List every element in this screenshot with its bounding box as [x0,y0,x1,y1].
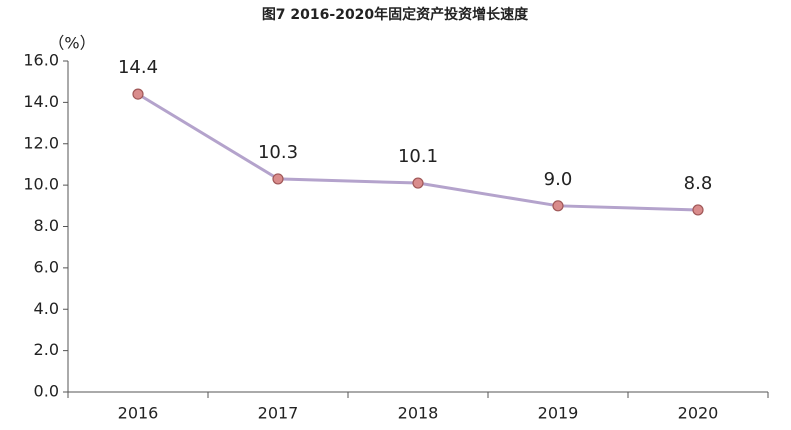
chart-title: 图7 2016-2020年固定资产投资增长速度 [262,6,529,23]
x-tick-label: 2020 [678,404,719,423]
value-label: 14.4 [118,57,158,78]
y-tick-label: 10.0 [23,175,59,194]
marker [692,204,704,216]
y-tick-label: 16.0 [23,51,59,70]
marker [552,200,564,212]
x-tick-label: 2017 [258,404,299,423]
y-tick-label: 4.0 [34,299,59,318]
value-label: 10.1 [398,146,438,167]
y-tick-label: 6.0 [34,257,59,276]
y-tick-label: 12.0 [23,133,59,152]
value-label: 8.8 [684,173,713,194]
y-axis-label: （%） [48,34,95,53]
marker [412,177,424,189]
y-tick-label: 0.0 [34,382,59,401]
y-tick-label: 14.0 [23,92,59,111]
marker [272,173,284,185]
value-label: 9.0 [544,169,573,190]
value-label: 10.3 [258,142,298,163]
marker [132,88,144,100]
x-tick-label: 2018 [398,404,439,423]
x-tick-label: 2019 [538,404,579,423]
x-tick-label: 2016 [118,404,159,423]
y-tick-label: 8.0 [34,216,59,235]
y-tick-label: 2.0 [34,340,59,359]
